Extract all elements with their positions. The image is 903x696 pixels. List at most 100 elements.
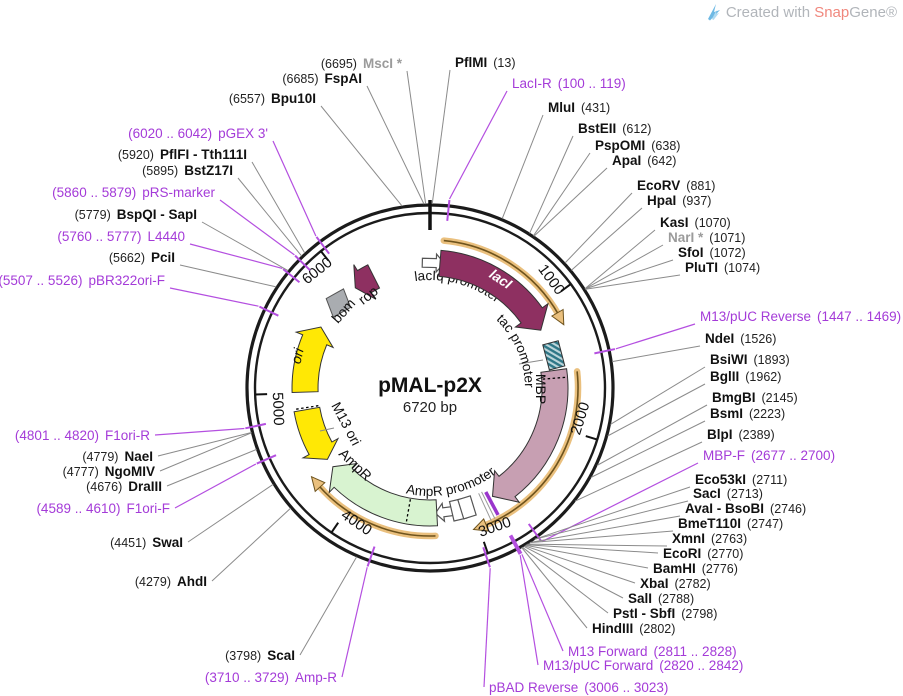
feature-label-AmpR-promoter: AmpR promoter — [405, 464, 498, 499]
enzyme-site-label: BlpI (2389) — [707, 427, 775, 442]
label-text: Eco53kI — [695, 472, 746, 487]
enzyme-callout-line — [521, 547, 588, 629]
enzyme-site-label: MluI (431) — [548, 100, 610, 115]
enzyme-callout-line — [166, 448, 257, 487]
enzyme-site-label: BsmI (2223) — [710, 406, 785, 421]
enzyme-site-label: (6685) FspAI — [282, 71, 362, 86]
enzyme-site-label: ApaI (642) — [612, 153, 676, 168]
label-text: M13/pUC Forward — [543, 658, 653, 673]
label-text: (3006 .. 3023) — [584, 680, 668, 695]
enzyme-site-label: BamHI (2776) — [653, 561, 738, 576]
primer-callout-line — [519, 555, 539, 666]
primer-label: (4801 .. 4820) F1ori-R — [15, 428, 150, 443]
label-text: (4801 .. 4820) — [15, 428, 99, 443]
primer-callout-line — [174, 463, 257, 509]
watermark-brand2: Gene® — [849, 4, 897, 21]
label-text: (4589 .. 4610) — [36, 501, 120, 516]
label-text: NgoMIV — [105, 464, 155, 479]
snapgene-flame-icon — [707, 4, 720, 21]
label-text: Amp-R — [295, 670, 337, 685]
primer-ring-mark — [594, 348, 616, 355]
enzyme-site-label: (6557) Bpu10I — [229, 91, 316, 106]
feature-M13-ori — [293, 406, 340, 460]
label-text: (4451) — [110, 536, 146, 550]
enzyme-callout-line — [526, 544, 659, 554]
label-text: (1962) — [745, 370, 781, 384]
enzyme-callout-line — [179, 264, 277, 288]
position-tick — [320, 250, 330, 262]
feature-ori — [291, 326, 335, 394]
snapgene-watermark: Created with SnapGene® — [707, 4, 897, 21]
label-text: KasI — [660, 215, 689, 230]
label-text: (2223) — [749, 407, 785, 421]
enzyme-callout-line — [584, 259, 674, 290]
enzyme-callout-line — [610, 366, 706, 425]
primer-label: M13/pUC Reverse (1447 .. 1469) — [700, 309, 901, 324]
label-text: (1071) — [709, 231, 745, 245]
enzyme-callout-line — [521, 546, 609, 614]
enzyme-callout-line — [523, 545, 624, 599]
enzyme-site-label: (4777) NgoMIV — [63, 464, 155, 479]
primer-ring-mark — [446, 199, 451, 221]
primer-label: (5507 .. 5526) pBR322ori-F — [0, 273, 165, 288]
label-text: NarI * — [668, 230, 704, 245]
label-text: pBR322ori-F — [88, 273, 165, 288]
watermark-text: Created with SnapGene® — [726, 4, 897, 21]
label-text: M13 Forward — [568, 644, 648, 659]
orf-arc-arrowhead — [310, 475, 326, 493]
label-text: (4777) — [63, 465, 99, 479]
label-text: PluTI — [685, 260, 718, 275]
enzyme-site-label: Eco53kI (2711) — [695, 472, 787, 487]
enzyme-site-label: (5920) PflFI - Tth111I — [118, 147, 247, 162]
feature-boundary-dotted-line — [294, 405, 319, 411]
label-text: FspAI — [324, 71, 362, 86]
primer-ring-mark — [366, 546, 376, 567]
label-text: HpaI — [647, 193, 676, 208]
feature-label-MBP: MBP — [533, 374, 549, 404]
enzyme-callout-line — [320, 105, 403, 207]
label-text: PstI - SbfI — [613, 606, 675, 621]
feature-label-leader-line — [319, 427, 335, 432]
enzyme-site-label: BmeT110I (2747) — [678, 516, 783, 531]
label-text: SacI — [693, 486, 721, 501]
label-text: (6695) — [321, 57, 357, 71]
primer-callout-line — [219, 199, 295, 256]
enzyme-site-label: KasI (1070) — [660, 215, 731, 230]
plasmid-size: 6720 bp — [403, 399, 457, 416]
enzyme-site-label: SalI (2788) — [628, 591, 694, 606]
label-text: (1526) — [740, 332, 776, 346]
enzyme-callout-line — [612, 345, 701, 363]
position-tick — [330, 522, 340, 534]
enzyme-callout-line — [187, 483, 274, 543]
label-text: F1ori-F — [127, 501, 171, 516]
enzyme-site-label: NdeI (1526) — [705, 331, 776, 346]
signal-sequence-box — [457, 495, 477, 520]
primer-site-line — [481, 491, 496, 519]
position-tick — [482, 541, 489, 554]
enzyme-site-label: (4779) NaeI — [82, 449, 153, 464]
primer-ring-mark — [256, 454, 277, 465]
label-text: BstEII — [578, 121, 616, 136]
watermark-brand: Snap — [814, 4, 850, 21]
enzyme-site-label: SfoI (1072) — [678, 245, 746, 260]
label-text: (4279) — [135, 575, 171, 589]
label-text: (937) — [682, 194, 711, 208]
primer-ring-mark — [294, 254, 311, 272]
label-text: BspQI - SapI — [117, 207, 197, 222]
position-tick-label: 2000 — [567, 400, 593, 437]
orf-arc-line — [483, 371, 579, 527]
primer-ring-mark — [282, 268, 301, 284]
label-text: (4676) — [86, 480, 122, 494]
enzyme-callout-line — [584, 244, 664, 290]
primer-callout-line — [169, 287, 259, 307]
enzyme-site-label: SacI (2713) — [693, 486, 763, 501]
label-text: (5860 .. 5879) — [52, 185, 136, 200]
label-text: (2820 .. 2842) — [659, 658, 743, 673]
orf-arc-arrowhead — [550, 308, 565, 326]
enzyme-callout-line — [251, 161, 306, 254]
label-text: (5920) — [118, 148, 154, 162]
label-text: MluI — [548, 100, 575, 115]
enzyme-callout-line — [366, 85, 425, 205]
primer-label: pBAD Reverse (3006 .. 3023) — [489, 680, 668, 695]
feature-lacI — [438, 249, 549, 331]
